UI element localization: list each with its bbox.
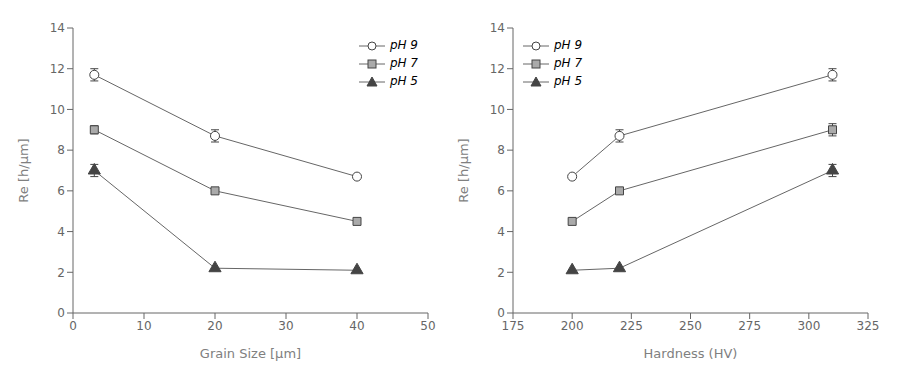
html-text:pH 9: pH 9: [389, 38, 418, 52]
html-text:pH 5: pH 5: [389, 74, 418, 88]
svg-text:6: 6: [497, 184, 505, 198]
svg-text:10: 10: [50, 103, 65, 117]
svg-text:10: 10: [490, 103, 505, 117]
svg-text:225: 225: [620, 319, 643, 333]
svg-text:2: 2: [497, 266, 505, 280]
svg-text:4: 4: [497, 225, 505, 239]
svg-text:325: 325: [857, 319, 880, 333]
svg-text:8: 8: [57, 143, 65, 157]
svg-text:0: 0: [69, 319, 77, 333]
svg-text:250: 250: [679, 319, 702, 333]
svg-text:0: 0: [497, 306, 505, 320]
svg-text:30: 30: [278, 319, 293, 333]
svg-text:Grain Size [μm]: Grain Size [μm]: [200, 346, 301, 361]
svg-text:14: 14: [490, 21, 505, 35]
svg-text:Re [h/μm]: Re [h/μm]: [16, 138, 31, 202]
svg-text:4: 4: [57, 225, 65, 239]
svg-text:275: 275: [738, 319, 761, 333]
svg-text:Hardness (HV): Hardness (HV): [644, 346, 738, 361]
svg-text:175: 175: [502, 319, 525, 333]
svg-text:2: 2: [57, 266, 65, 280]
svg-text:8: 8: [497, 143, 505, 157]
svg-text:12: 12: [50, 62, 65, 76]
svg-text:14: 14: [50, 21, 65, 35]
svg-text:10: 10: [136, 319, 151, 333]
svg-text:50: 50: [420, 319, 435, 333]
svg-text:6: 6: [57, 184, 65, 198]
html-text:pH 7: pH 7: [554, 56, 583, 70]
html-text:pH 7: pH 7: [389, 56, 418, 70]
svg-text:12: 12: [490, 62, 505, 76]
svg-text:300: 300: [797, 319, 820, 333]
html-text:pH 9: pH 9: [554, 38, 583, 52]
svg-text:Re [h/μm]: Re [h/μm]: [456, 138, 471, 202]
svg-text:20: 20: [207, 319, 222, 333]
svg-text:40: 40: [349, 319, 364, 333]
html-text:pH 5: pH 5: [554, 74, 583, 88]
svg-text:0: 0: [57, 306, 65, 320]
svg-text:200: 200: [561, 319, 584, 333]
